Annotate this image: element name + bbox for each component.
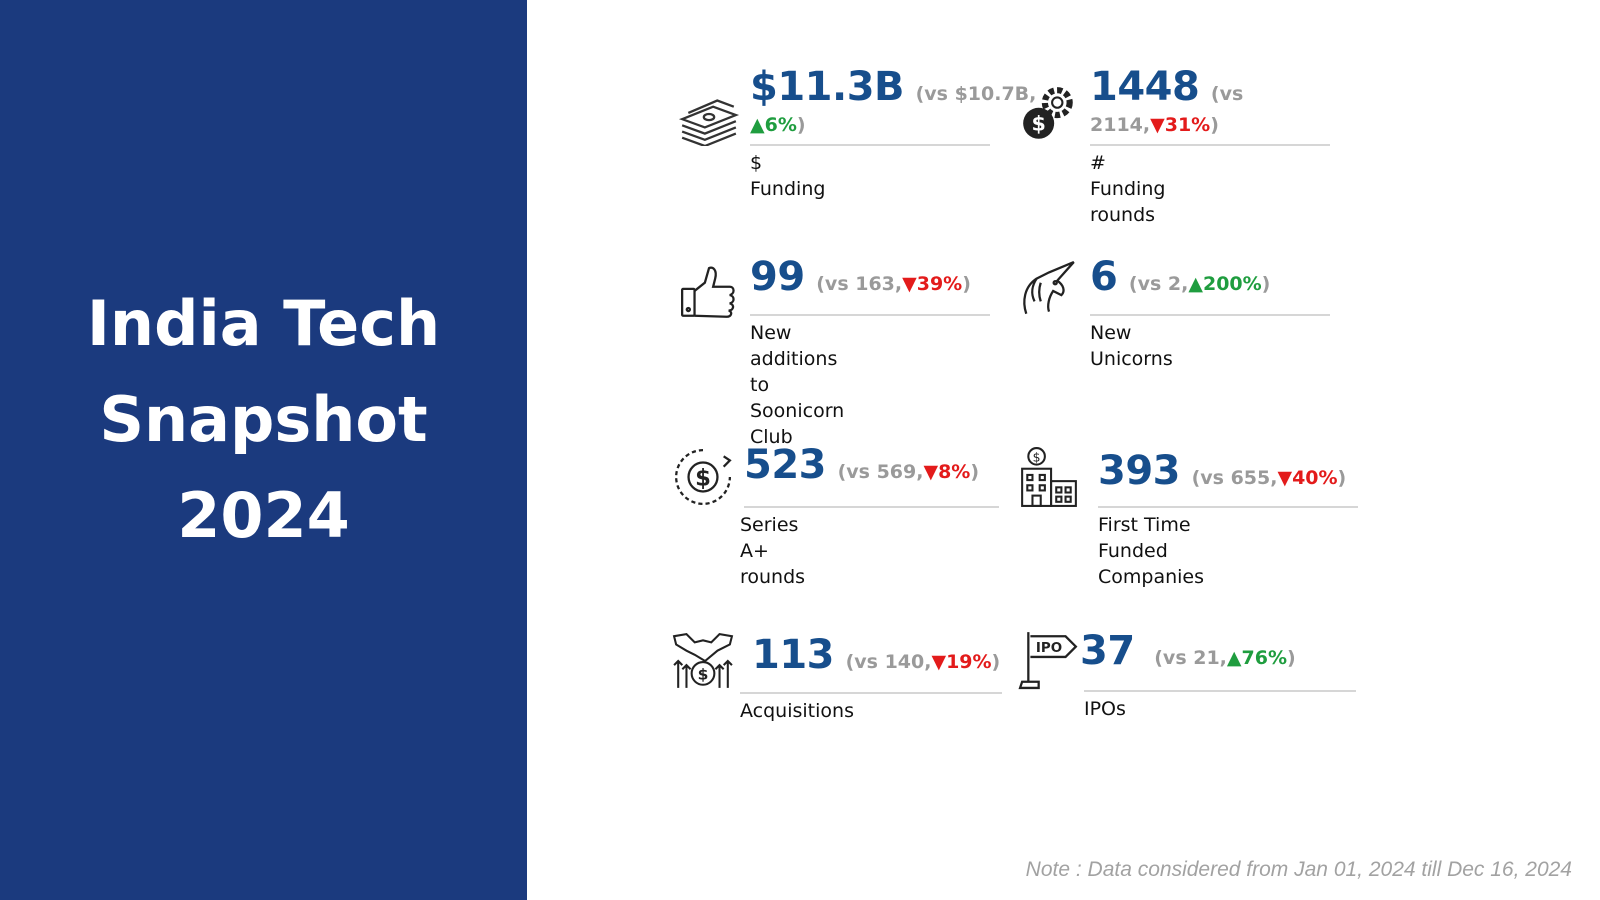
stat-comparison-prev: 2114,: [1090, 114, 1151, 136]
stat-comparison: (vs 2,: [1128, 273, 1189, 295]
money-stack-icon: [678, 84, 740, 148]
stat-comparison: (vs 655,: [1191, 467, 1278, 489]
page-title: India Tech Snapshot 2024: [87, 276, 440, 564]
stat-comparison-close: ): [991, 651, 1001, 673]
title-line-2: Snapshot: [99, 383, 428, 456]
divider: [750, 144, 990, 146]
divider: [740, 692, 1002, 694]
title-line-1: India Tech: [86, 287, 441, 360]
title-line-3: 2024: [177, 479, 350, 552]
stat-comparison: (vs 569,: [837, 461, 924, 483]
stat-label: # Funding rounds: [1090, 152, 1166, 226]
stat-change: ▼31%: [1150, 114, 1211, 136]
stat-comparison: (vs: [1210, 83, 1244, 105]
stat-comparison-close: ): [796, 114, 806, 136]
stat-label-line-2: Soonicorn Club: [750, 400, 845, 448]
stat-change: ▲200%: [1188, 273, 1262, 295]
stat-change: ▲76%: [1226, 647, 1287, 669]
stat-comparison: (vs 163,: [816, 273, 903, 295]
stat-comparison-close: ): [1287, 647, 1296, 669]
stat-comparison-close: ): [962, 273, 971, 295]
stat-value: 1448: [1090, 64, 1200, 110]
title-panel: India Tech Snapshot 2024: [0, 0, 527, 900]
stat-change: ▼40%: [1277, 467, 1338, 489]
dollar-gear-icon: $: [1018, 84, 1080, 146]
stat-value: 99: [750, 254, 805, 300]
stat-label: New additions to Soonicorn Club: [750, 320, 844, 450]
svg-text:$: $: [1033, 450, 1041, 465]
stat-comparison: (vs 140,: [845, 651, 932, 673]
stat-label: Series A+ rounds: [740, 514, 806, 588]
stat-comparison: (vs $10.7B,: [915, 83, 1037, 105]
stat-label: New Unicorns: [1090, 322, 1173, 370]
svg-text:IPO: IPO: [1036, 641, 1062, 656]
stat-label-line-2: Companies: [1098, 566, 1205, 588]
dollar-cycle-icon: $: [672, 446, 734, 508]
stat-comparison-close: ): [1210, 114, 1219, 136]
stat-value: $11.3B: [750, 64, 905, 110]
stat-comparison-close: ): [1261, 273, 1271, 295]
svg-text:$: $: [698, 666, 709, 684]
unicorn-icon: [1018, 260, 1080, 322]
stat-value: 6: [1090, 254, 1118, 300]
footnote: Note : Data considered from Jan 01, 2024…: [1025, 858, 1572, 881]
stat-value: 393: [1098, 448, 1181, 494]
stat-label-line-1: First Time Funded: [1098, 514, 1191, 562]
stat-label: $ Funding: [750, 152, 826, 200]
svg-text:$: $: [695, 465, 711, 491]
stat-change: ▼19%: [931, 651, 992, 673]
stat-value: 523: [744, 442, 827, 488]
divider: [1084, 690, 1356, 692]
stat-change: ▼8%: [923, 461, 971, 483]
ipo-sign-icon: IPO: [1018, 628, 1080, 690]
stat-comparison-close: ): [1337, 467, 1347, 489]
stat-comparison-close: ): [970, 461, 980, 483]
stat-label: First Time Funded Companies: [1098, 512, 1204, 590]
thumbs-up-icon: [678, 262, 740, 324]
stat-value: 37: [1080, 628, 1135, 674]
stat-label: Acquisitions: [740, 700, 854, 722]
divider: [1090, 314, 1330, 316]
divider: [1098, 506, 1358, 508]
stat-label-line-1: New additions to: [750, 322, 838, 396]
svg-text:$: $: [1031, 112, 1045, 136]
stat-label: IPOs: [1084, 698, 1126, 720]
stat-change: ▲6%: [750, 114, 797, 136]
divider: [744, 506, 999, 508]
building-dollar-icon: $: [1018, 446, 1080, 508]
handshake-dollar-icon: $: [672, 630, 734, 692]
divider: [1090, 144, 1330, 146]
stat-value: 113: [752, 632, 835, 678]
divider: [750, 314, 990, 316]
stat-comparison: (vs 21,: [1154, 647, 1227, 669]
stat-change: ▼39%: [902, 273, 963, 295]
